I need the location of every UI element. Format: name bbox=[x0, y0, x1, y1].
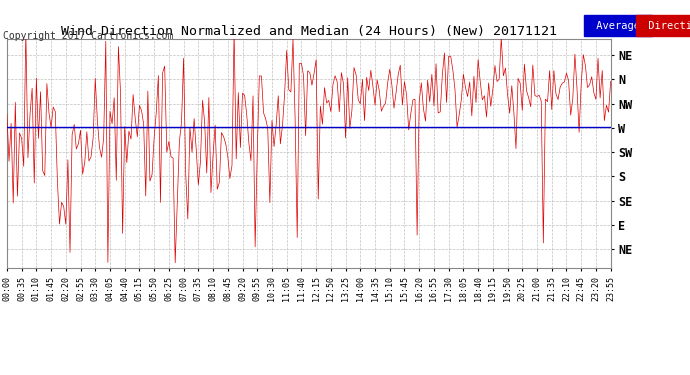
Title: Wind Direction Normalized and Median (24 Hours) (New) 20171121: Wind Direction Normalized and Median (24… bbox=[61, 25, 557, 38]
Text: Average: Average bbox=[590, 21, 647, 31]
Text: Copyright 2017 Cartronics.com: Copyright 2017 Cartronics.com bbox=[3, 32, 174, 41]
Text: Direction: Direction bbox=[642, 21, 690, 31]
